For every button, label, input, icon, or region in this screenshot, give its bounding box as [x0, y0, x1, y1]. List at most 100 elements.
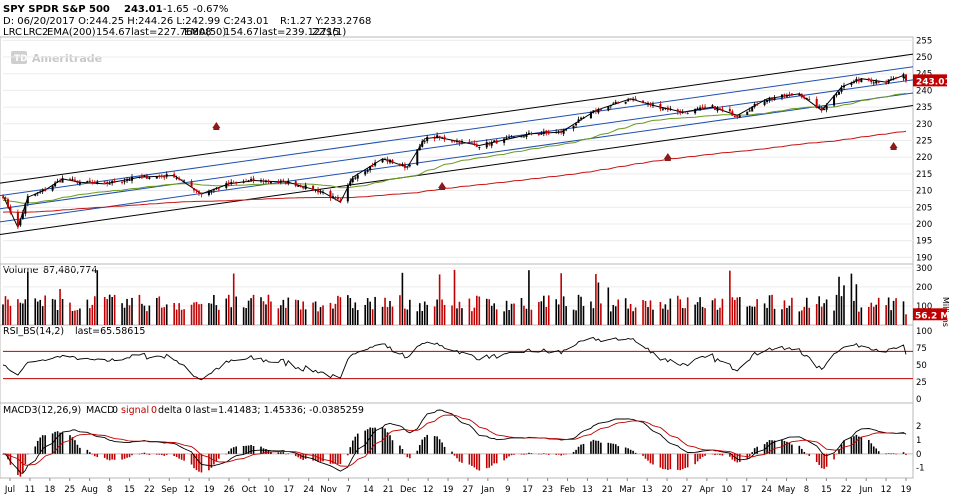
- volume-bar: [19, 302, 22, 325]
- candle-body: [850, 82, 853, 85]
- volume-bar: [141, 303, 143, 325]
- macd-histogram-bar: [173, 453, 175, 456]
- candle-body: [282, 180, 285, 182]
- price-tick-label: 230: [916, 120, 932, 130]
- price-tick-label: 215: [916, 170, 932, 180]
- candle-body: [279, 180, 282, 183]
- candle-body: [609, 105, 612, 107]
- volume-bar: [113, 294, 116, 325]
- macd-histogram-bar: [609, 443, 612, 454]
- macd-histogram-bar: [160, 453, 163, 456]
- macd-histogram-bar: [902, 452, 905, 454]
- volume-bar: [751, 306, 753, 325]
- candle-body: [247, 180, 250, 183]
- candle-body: [798, 94, 801, 96]
- candle-body: [696, 108, 699, 110]
- volume-bar: [195, 301, 198, 325]
- candle-body: [748, 110, 751, 112]
- candle-body: [294, 181, 297, 187]
- candle-body: [738, 115, 741, 118]
- candle-body: [336, 197, 339, 200]
- candle-body: [875, 81, 878, 84]
- volume-bar: [232, 273, 235, 325]
- macd-histogram-bar: [141, 453, 143, 454]
- candle-body: [825, 105, 828, 110]
- macd-histogram-bar: [250, 444, 252, 454]
- candle-body: [111, 181, 114, 184]
- rsi-tick-label: 25: [916, 378, 927, 388]
- volume-bar: [71, 311, 74, 325]
- volume-bar: [389, 300, 391, 325]
- volume-bar: [771, 294, 773, 325]
- macd-histogram-bar: [471, 453, 473, 466]
- candle-body: [121, 181, 124, 183]
- candle-body: [525, 134, 528, 137]
- macd-histogram-bar: [337, 453, 339, 464]
- x-tick-label: Jul: [4, 485, 15, 495]
- volume-bar: [208, 303, 210, 325]
- ema50-line: [2, 92, 907, 204]
- volume-bar: [669, 298, 672, 325]
- volume-bar: [734, 300, 736, 325]
- candle-body: [649, 103, 652, 106]
- macd-histogram-bar: [9, 453, 12, 465]
- volume-bar: [714, 298, 716, 325]
- volume-bar: [319, 307, 322, 325]
- macd-histogram-bar: [210, 453, 213, 468]
- macd-histogram-bar: [867, 439, 870, 454]
- volume-bar: [791, 297, 793, 325]
- macd-histogram-bar: [694, 453, 696, 465]
- macd-histogram-bar: [108, 453, 111, 461]
- volume-bar: [218, 309, 220, 325]
- macd-histogram-bar: [312, 453, 314, 461]
- volume-bar: [178, 303, 180, 325]
- volume-bar: [858, 311, 860, 325]
- x-tick-label: 19: [443, 485, 454, 495]
- study-ema50: EMA(50): [184, 27, 226, 38]
- volume-bar: [163, 307, 166, 325]
- volume-bar: [508, 310, 510, 325]
- candle-body: [530, 133, 533, 135]
- volume-bar: [617, 299, 620, 325]
- candle-body: [193, 188, 196, 191]
- volume-bar: [418, 303, 421, 325]
- candle-body: [451, 140, 454, 142]
- macd-histogram-bar: [24, 453, 27, 465]
- volume-bar: [27, 271, 29, 325]
- macd-histogram-bar: [56, 431, 59, 454]
- macd-histogram-bar: [71, 437, 74, 454]
- price-tick-label: 250: [916, 53, 932, 63]
- macd-histogram-bar: [79, 447, 81, 454]
- channel-upper-inner: [0, 66, 914, 197]
- volume-bar: [421, 310, 424, 325]
- candle-body: [287, 180, 290, 184]
- volume-bar: [825, 299, 828, 325]
- candle-body: [190, 181, 193, 188]
- candle-body: [44, 189, 47, 191]
- volume-bar: [716, 309, 719, 325]
- candle-body: [800, 93, 803, 98]
- study-lrc: LRC: [3, 27, 22, 38]
- macd-histogram-bar: [870, 443, 873, 454]
- macd-histogram-bar: [649, 453, 652, 464]
- macd-histogram-bar: [304, 453, 307, 459]
- macd-histogram-bar: [285, 453, 287, 455]
- volume-bar: [701, 306, 704, 325]
- macd-histogram-bar: [756, 446, 758, 454]
- macd-histogram-bar: [401, 448, 404, 454]
- macd-histogram-bar: [538, 453, 540, 455]
- candle-body: [860, 79, 863, 83]
- macd-histogram-bar: [540, 453, 543, 455]
- volume-bar: [719, 307, 721, 325]
- volume-bar: [523, 305, 525, 325]
- macd-histogram-bar: [245, 445, 247, 454]
- volume-bar: [193, 302, 195, 325]
- candle-body: [314, 189, 317, 191]
- volume-bar: [679, 299, 682, 325]
- macd-histogram-bar: [438, 439, 441, 454]
- volume-bar: [366, 298, 369, 325]
- volume-bar: [652, 309, 654, 325]
- volume-bar: [736, 297, 739, 325]
- event-marker-icon: [663, 153, 672, 161]
